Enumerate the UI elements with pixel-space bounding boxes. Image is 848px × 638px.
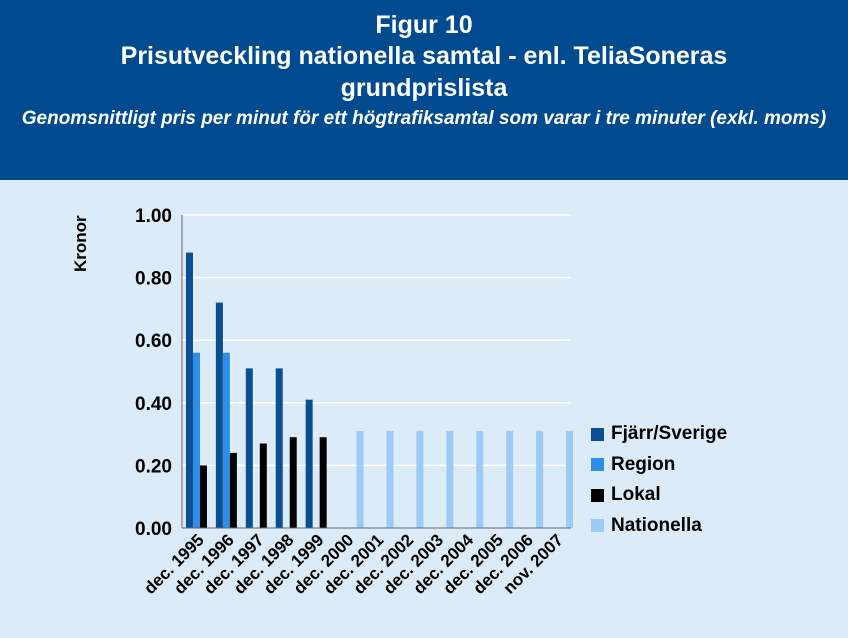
bar — [229, 452, 237, 528]
y-tick-labels: 0.00 0.20 0.40 0.60 0.80 1.00 — [135, 206, 172, 540]
bar — [259, 443, 267, 528]
bar — [386, 430, 394, 528]
axes — [181, 215, 571, 529]
bar — [222, 352, 230, 528]
y-tick-label: 0.80 — [135, 269, 172, 290]
bar — [416, 430, 424, 528]
bar — [506, 430, 514, 528]
legend-label: Lokal — [611, 484, 661, 506]
bar — [566, 430, 574, 528]
bar — [446, 430, 454, 528]
legend-swatch — [591, 488, 604, 502]
legend: Fjärr/Sverige Region Lokal Nationella — [591, 419, 727, 541]
bar — [245, 368, 253, 528]
legend-swatch — [591, 458, 604, 472]
legend-item: Lokal — [591, 480, 727, 511]
bar — [536, 430, 544, 528]
bar — [319, 437, 327, 528]
bar — [305, 399, 313, 528]
chart-area — [0, 180, 848, 638]
legend-label: Nationella — [611, 514, 702, 536]
bar — [192, 352, 200, 528]
bars — [185, 252, 574, 528]
legend-label: Region — [611, 453, 676, 475]
y-axis-label: Kronor — [71, 215, 90, 272]
bar — [185, 252, 193, 528]
chart-subtitle: Genomsnittligt pris per minut för ett hö… — [21, 108, 827, 129]
legend-swatch — [591, 427, 604, 441]
gridlines — [182, 214, 571, 467]
legend-label: Fjärr/Sverige — [611, 423, 728, 445]
y-tick-label: 0.20 — [135, 456, 172, 477]
legend-item: Nationella — [591, 511, 727, 542]
bar — [199, 465, 207, 528]
chart-title: Prisutveckling nationella samtal - enl. … — [120, 42, 728, 102]
y-tick-label: 0.60 — [135, 331, 172, 352]
bar — [476, 430, 484, 528]
bar — [356, 430, 364, 528]
bar — [289, 437, 297, 528]
y-tick-label: 0.40 — [135, 394, 172, 415]
legend-swatch — [591, 519, 604, 533]
y-tick-label: 1.00 — [135, 206, 172, 227]
y-tick-label: 0.00 — [135, 519, 172, 540]
legend-item: Region — [591, 450, 727, 481]
legend-item: Fjärr/Sverige — [591, 419, 727, 450]
bar — [275, 368, 283, 528]
bar — [215, 302, 223, 528]
figure-label: Figur 10 — [375, 11, 473, 39]
chart-header: Figur 10 Prisutveckling nationella samta… — [0, 0, 848, 180]
